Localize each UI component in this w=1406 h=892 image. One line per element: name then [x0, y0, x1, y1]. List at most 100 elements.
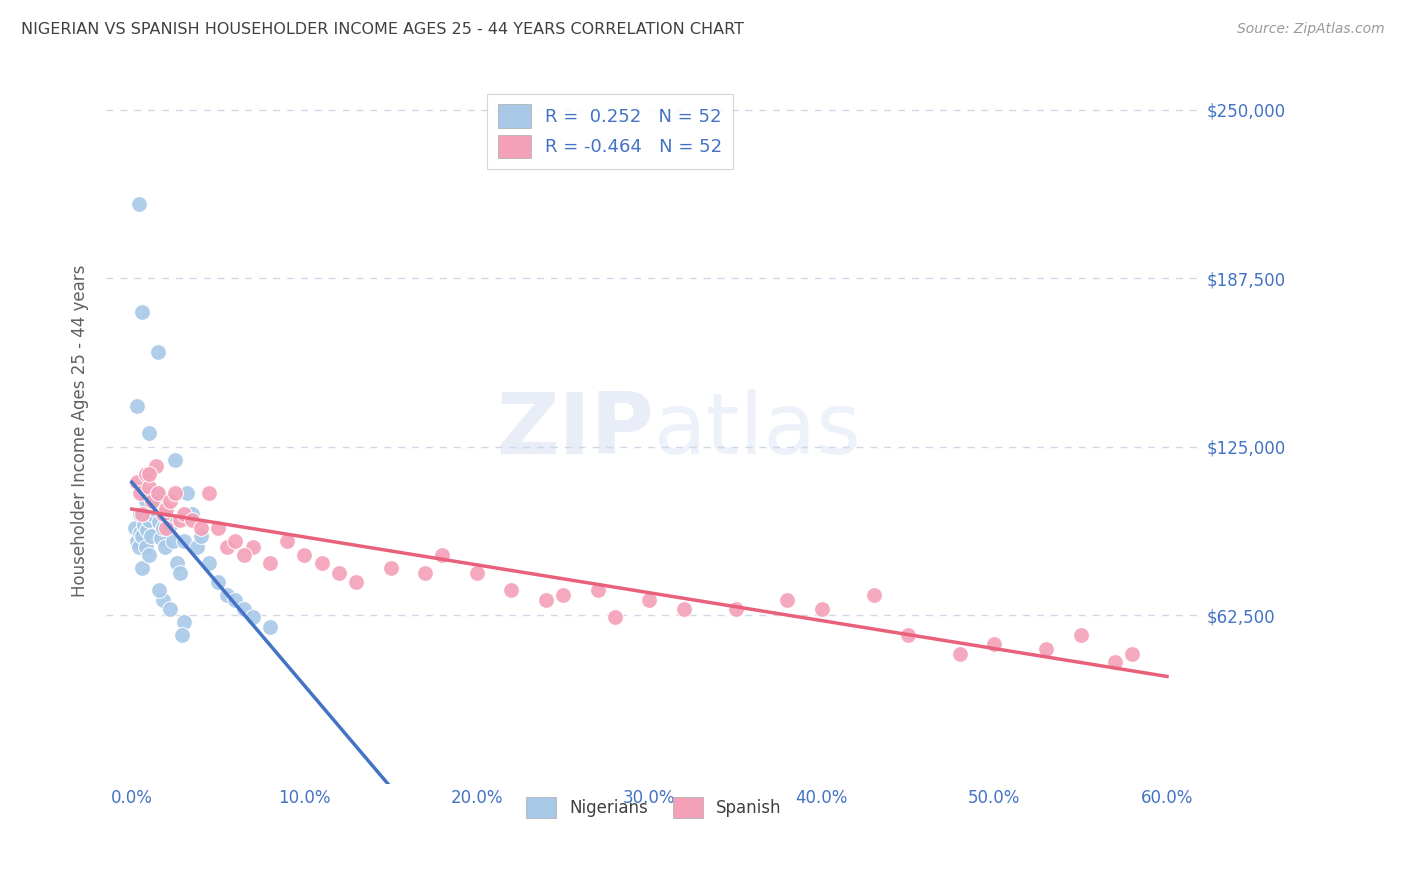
Point	[166, 556, 188, 570]
Point	[148, 515, 170, 529]
Point	[224, 534, 246, 549]
Point	[138, 512, 160, 526]
Point	[152, 593, 174, 607]
Point	[162, 534, 184, 549]
Point	[135, 467, 157, 481]
Point	[124, 521, 146, 535]
Point	[155, 521, 177, 535]
Point	[129, 507, 152, 521]
Point	[198, 485, 221, 500]
Point	[862, 588, 884, 602]
Point	[328, 566, 350, 581]
Point	[413, 566, 436, 581]
Point	[128, 540, 150, 554]
Point	[224, 593, 246, 607]
Point	[949, 648, 972, 662]
Text: atlas: atlas	[654, 389, 862, 472]
Point	[215, 540, 238, 554]
Point	[155, 501, 177, 516]
Point	[207, 574, 229, 589]
Point	[136, 524, 159, 538]
Point	[128, 197, 150, 211]
Point	[163, 485, 186, 500]
Point	[380, 561, 402, 575]
Point	[159, 493, 181, 508]
Text: ZIP: ZIP	[496, 389, 654, 472]
Point	[1035, 642, 1057, 657]
Point	[186, 540, 208, 554]
Point	[131, 561, 153, 575]
Point	[586, 582, 609, 597]
Point	[724, 601, 747, 615]
Point	[501, 582, 523, 597]
Point	[145, 485, 167, 500]
Point	[148, 582, 170, 597]
Point	[159, 517, 181, 532]
Point	[190, 529, 212, 543]
Point	[169, 566, 191, 581]
Point	[176, 485, 198, 500]
Point	[311, 556, 333, 570]
Point	[125, 534, 148, 549]
Point	[207, 521, 229, 535]
Point	[145, 458, 167, 473]
Point	[181, 507, 204, 521]
Point	[242, 540, 264, 554]
Point	[141, 507, 163, 521]
Point	[156, 521, 179, 535]
Point	[152, 507, 174, 521]
Point	[141, 493, 163, 508]
Text: NIGERIAN VS SPANISH HOUSEHOLDER INCOME AGES 25 - 44 YEARS CORRELATION CHART: NIGERIAN VS SPANISH HOUSEHOLDER INCOME A…	[21, 22, 744, 37]
Point	[259, 556, 281, 570]
Point	[138, 426, 160, 441]
Point	[534, 593, 557, 607]
Point	[131, 507, 153, 521]
Point	[139, 529, 162, 543]
Point	[146, 493, 169, 508]
Point	[163, 453, 186, 467]
Point	[465, 566, 488, 581]
Point	[135, 493, 157, 508]
Point	[138, 480, 160, 494]
Point	[551, 588, 574, 602]
Point	[152, 521, 174, 535]
Point	[129, 526, 152, 541]
Point	[169, 512, 191, 526]
Point	[141, 485, 163, 500]
Point	[143, 501, 166, 516]
Point	[132, 517, 155, 532]
Point	[170, 628, 193, 642]
Point	[159, 601, 181, 615]
Point	[1070, 628, 1092, 642]
Point	[138, 548, 160, 562]
Point	[173, 534, 195, 549]
Point	[242, 609, 264, 624]
Point	[146, 345, 169, 359]
Legend: Nigerians, Spanish: Nigerians, Spanish	[519, 790, 789, 825]
Point	[603, 609, 626, 624]
Point	[131, 529, 153, 543]
Point	[344, 574, 367, 589]
Point	[983, 636, 1005, 650]
Point	[129, 485, 152, 500]
Point	[198, 556, 221, 570]
Point	[897, 628, 920, 642]
Point	[125, 400, 148, 414]
Point	[776, 593, 799, 607]
Point	[215, 588, 238, 602]
Point	[155, 507, 177, 521]
Point	[232, 548, 254, 562]
Point	[138, 467, 160, 481]
Point	[173, 615, 195, 629]
Point	[150, 532, 173, 546]
Point	[125, 475, 148, 489]
Point	[190, 521, 212, 535]
Point	[153, 540, 176, 554]
Point	[672, 601, 695, 615]
Text: Source: ZipAtlas.com: Source: ZipAtlas.com	[1237, 22, 1385, 37]
Point	[432, 548, 454, 562]
Point	[173, 507, 195, 521]
Point	[181, 512, 204, 526]
Point	[638, 593, 661, 607]
Point	[1104, 656, 1126, 670]
